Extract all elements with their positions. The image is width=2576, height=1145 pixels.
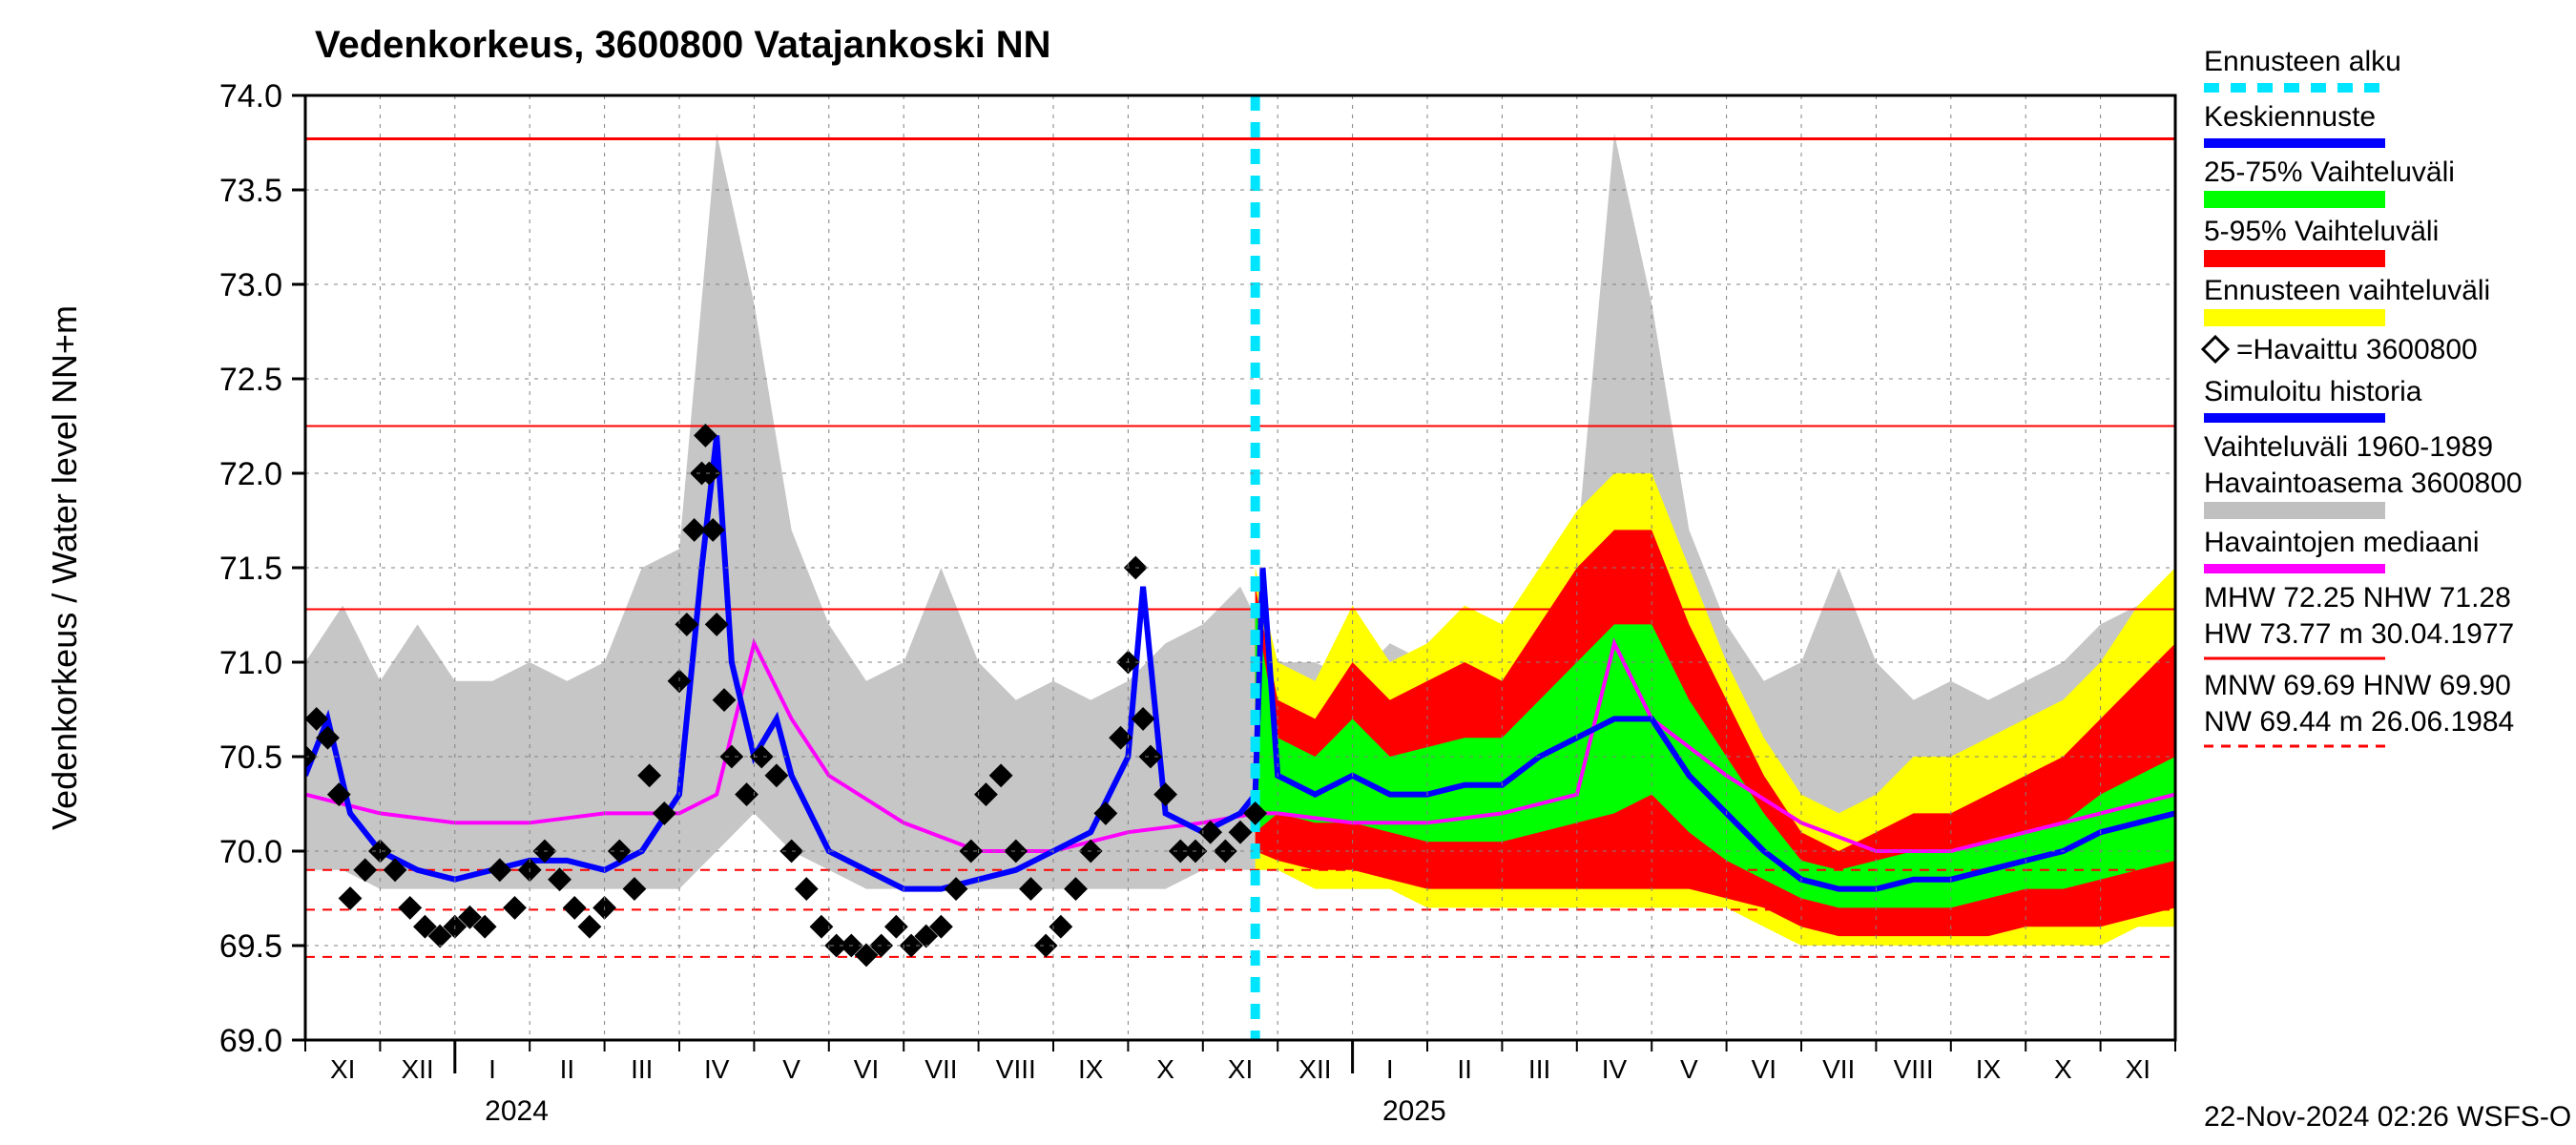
svg-text:2025: 2025 <box>1382 1095 1446 1127</box>
svg-text:Vaihteluväli 1960-1989: Vaihteluväli 1960-1989 <box>2204 431 2493 463</box>
svg-text:XI: XI <box>330 1054 355 1084</box>
svg-text:69.5: 69.5 <box>219 928 282 965</box>
legend-item: =Havaittu 3600800 <box>2203 334 2478 365</box>
svg-text:5-95% Vaihteluväli: 5-95% Vaihteluväli <box>2204 216 2439 247</box>
svg-text:I: I <box>1386 1054 1394 1084</box>
svg-text:Keskiennuste: Keskiennuste <box>2204 101 2376 133</box>
svg-text:III: III <box>631 1054 653 1084</box>
svg-text:IX: IX <box>1078 1054 1104 1084</box>
svg-text:Havaintoasema 3600800: Havaintoasema 3600800 <box>2204 468 2523 499</box>
svg-text:VII: VII <box>924 1054 957 1084</box>
svg-text:XII: XII <box>401 1054 433 1084</box>
svg-text:NW 69.44 m 26.06.1984: NW 69.44 m 26.06.1984 <box>2204 706 2514 738</box>
svg-text:71.0: 71.0 <box>219 645 282 681</box>
svg-text:III: III <box>1528 1054 1550 1084</box>
svg-text:71.5: 71.5 <box>219 551 282 587</box>
svg-text:X: X <box>2054 1054 2072 1084</box>
svg-text:Havaintojen mediaani: Havaintojen mediaani <box>2204 527 2480 558</box>
svg-text:VI: VI <box>854 1054 879 1084</box>
svg-text:XI: XI <box>1228 1054 1253 1084</box>
svg-text:25-75% Vaihteluväli: 25-75% Vaihteluväli <box>2204 156 2455 188</box>
svg-text:VI: VI <box>1752 1054 1776 1084</box>
svg-text:XII: XII <box>1298 1054 1331 1084</box>
svg-text:70.0: 70.0 <box>219 834 282 870</box>
legend-item: MHW 72.25 NHW 71.28 <box>2204 582 2511 614</box>
chart-container: 69.0 69.5 70.0 70.5 71.0 71.5 72.0 72.5 73.0 73.5… <box>0 0 2576 1145</box>
svg-text:IV: IV <box>704 1054 730 1084</box>
legend-item: MNW 69.69 HNW 69.90 <box>2204 670 2511 701</box>
svg-text:73.5: 73.5 <box>219 173 282 209</box>
chart-svg: 69.0 69.5 70.0 70.5 71.0 71.5 72.0 72.5 73.0 73.5… <box>0 0 2576 1145</box>
svg-text:II: II <box>1457 1054 1472 1084</box>
svg-text:Ennusteen alku: Ennusteen alku <box>2204 46 2401 77</box>
svg-text:HW 73.77 m 30.04.1977: HW 73.77 m 30.04.1977 <box>2204 618 2514 650</box>
svg-text:IX: IX <box>1976 1054 2002 1084</box>
svg-text:MHW 72.25 NHW 71.28: MHW 72.25 NHW 71.28 <box>2204 582 2511 614</box>
svg-text:Ennusteen vaihteluväli: Ennusteen vaihteluväli <box>2204 275 2490 306</box>
svg-text:X: X <box>1156 1054 1174 1084</box>
svg-text:V: V <box>1680 1054 1698 1084</box>
svg-text:MNW 69.69 HNW 69.90: MNW 69.69 HNW 69.90 <box>2204 670 2511 701</box>
svg-text:XI: XI <box>2126 1054 2150 1084</box>
legend-item: Vaihteluväli 1960-1989 <box>2204 431 2493 463</box>
svg-text:Simuloitu historia: Simuloitu historia <box>2204 376 2422 407</box>
svg-text:VII: VII <box>1822 1054 1855 1084</box>
svg-text:74.0: 74.0 <box>219 78 282 114</box>
svg-text:IV: IV <box>1602 1054 1628 1084</box>
svg-text:=Havaittu 3600800: =Havaittu 3600800 <box>2236 334 2478 365</box>
svg-text:72.0: 72.0 <box>219 456 282 492</box>
svg-text:I: I <box>488 1054 496 1084</box>
svg-text:72.5: 72.5 <box>219 362 282 398</box>
svg-text:VIII: VIII <box>996 1054 1036 1084</box>
chart-title: Vedenkorkeus, 3600800 Vatajankoski NN <box>315 24 1051 66</box>
svg-text:VIII: VIII <box>1894 1054 1934 1084</box>
svg-text:73.0: 73.0 <box>219 267 282 303</box>
svg-text:70.5: 70.5 <box>219 739 282 776</box>
svg-text:2024: 2024 <box>485 1095 549 1127</box>
footer-timestamp: 22-Nov-2024 02:26 WSFS-O <box>2204 1101 2571 1133</box>
y-axis-label: Vedenkorkeus / Water level NN+m <box>45 305 84 830</box>
svg-text:69.0: 69.0 <box>219 1023 282 1059</box>
svg-text:V: V <box>782 1054 800 1084</box>
svg-text:II: II <box>560 1054 575 1084</box>
